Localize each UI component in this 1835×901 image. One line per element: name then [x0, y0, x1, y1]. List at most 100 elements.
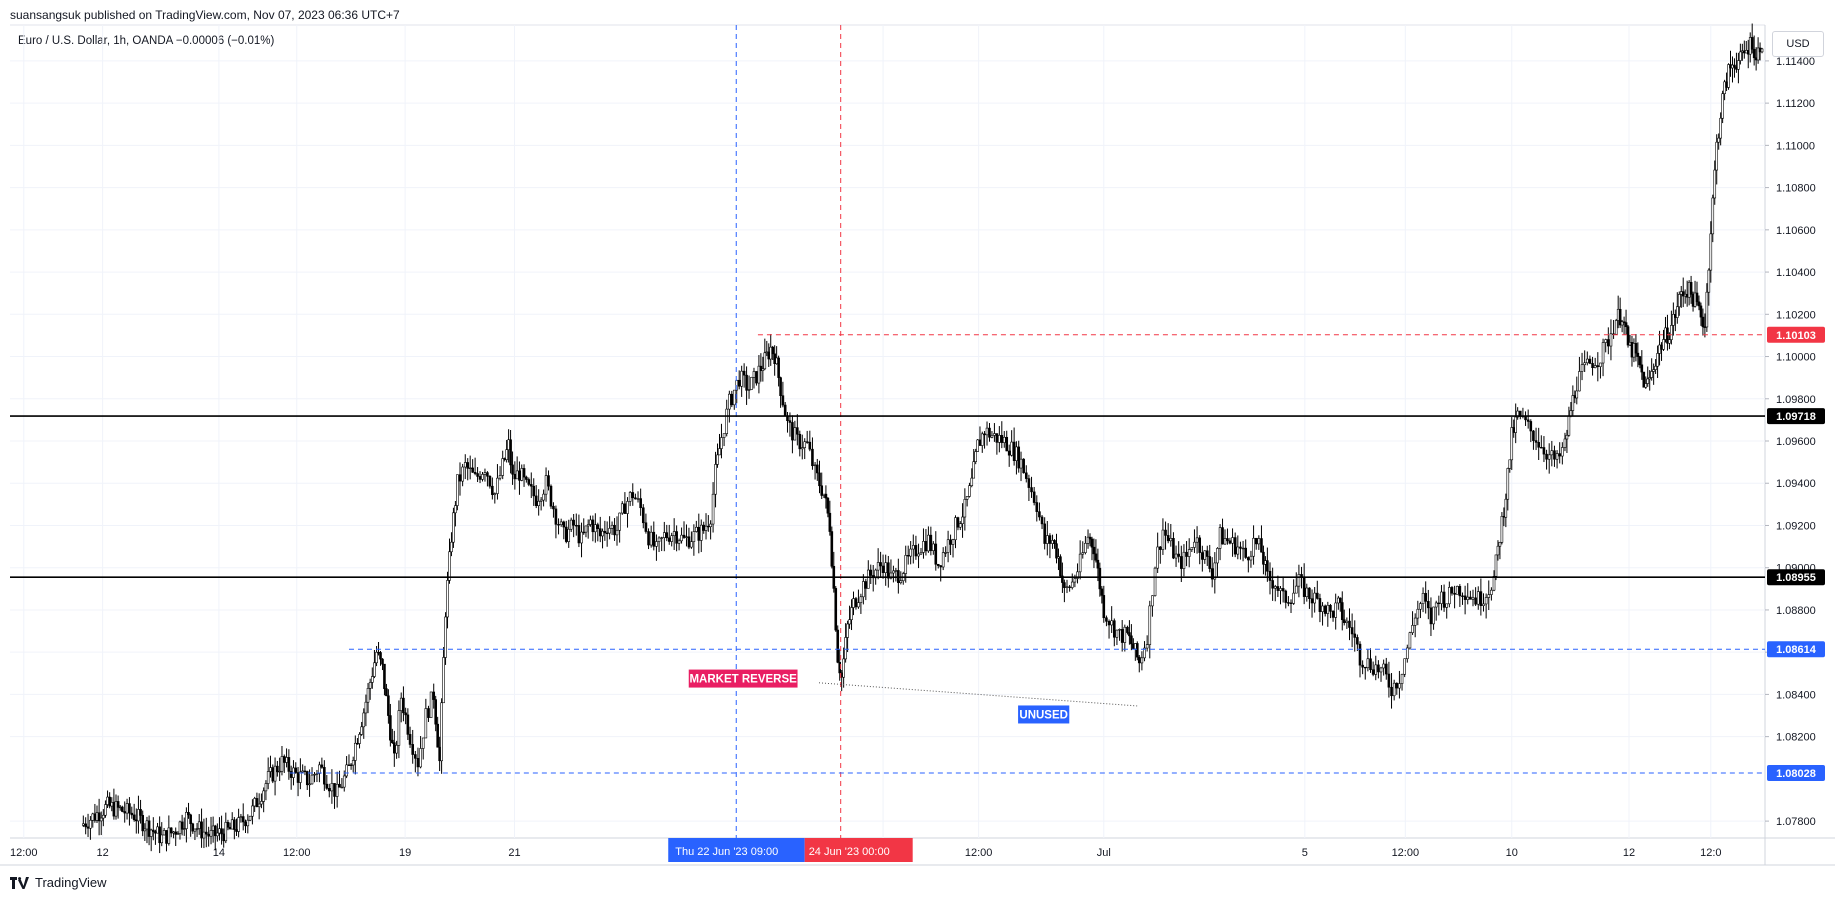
candle-bullish	[182, 828, 186, 830]
candle-bullish	[848, 619, 851, 625]
candle-bearish	[132, 814, 136, 821]
candle-bearish	[687, 536, 691, 548]
candle-bearish	[1198, 537, 1202, 553]
candle-bullish	[308, 783, 311, 786]
candle-bearish	[665, 532, 669, 539]
annotation-box-1[interactable]	[1018, 705, 1070, 724]
candle-bearish	[228, 826, 232, 830]
candle-bullish	[859, 596, 863, 603]
candle-bearish	[1094, 553, 1098, 561]
candle-bearish	[204, 831, 208, 835]
candle-bullish	[963, 499, 967, 518]
symbol-legend[interactable]: Euro / U.S. Dollar, 1h, OANDA −0.00006 (…	[18, 35, 275, 47]
candle-bullish	[399, 697, 403, 711]
candle-bullish	[1403, 658, 1406, 675]
candle-bullish	[1707, 269, 1711, 293]
candle-bullish	[1555, 453, 1559, 460]
candle-bullish	[442, 657, 445, 704]
price-label-box-1.10103	[1767, 326, 1825, 343]
candle-bullish	[655, 541, 658, 547]
candle-bearish	[532, 485, 536, 497]
candle-bullish	[1739, 51, 1742, 61]
candle-bearish	[737, 379, 741, 387]
price-tick-label: 1.10000	[1776, 352, 1816, 364]
candle-bullish	[358, 734, 361, 744]
candle-bullish	[1065, 586, 1069, 588]
candle-bullish	[720, 437, 723, 449]
candle-bullish	[892, 570, 895, 574]
candle-bearish	[180, 821, 184, 830]
candle-bullish	[709, 523, 712, 527]
candle-bullish	[102, 814, 105, 819]
candle-bullish	[172, 831, 175, 834]
candle-bearish	[289, 771, 293, 778]
candle-bullish	[567, 528, 571, 542]
annotation-box-0[interactable]	[688, 669, 798, 688]
candle-bullish	[904, 555, 908, 574]
candle-bearish	[1666, 327, 1669, 344]
candle-bearish	[207, 833, 210, 837]
candle-bullish	[345, 764, 348, 777]
candle-bearish	[675, 531, 678, 544]
candle-bullish	[260, 801, 263, 805]
candle-bearish	[488, 475, 492, 487]
candle-bullish	[663, 532, 666, 538]
candle-bullish	[601, 530, 604, 537]
candle-bullish	[1440, 591, 1443, 604]
candle-bearish	[1461, 595, 1464, 597]
candle-bearish	[1340, 602, 1344, 621]
candle-bullish	[586, 524, 590, 527]
tradingview-brand[interactable]: TradingView	[10, 875, 107, 890]
candle-bullish	[569, 519, 573, 530]
candle-bearish	[1022, 458, 1025, 474]
candle-bearish	[1100, 588, 1104, 596]
candle-bearish	[1463, 595, 1467, 600]
candle-bearish	[1012, 441, 1016, 461]
candle-bearish	[1247, 557, 1250, 561]
candle-bullish	[1405, 647, 1409, 660]
candle-bearish	[1092, 546, 1096, 555]
currency-selector[interactable]: USD	[1772, 31, 1824, 57]
candle-bearish	[788, 420, 792, 423]
candle-bullish	[149, 829, 153, 837]
candle-bullish	[1723, 81, 1726, 94]
candle-bearish	[333, 783, 336, 797]
candle-bearish	[1088, 536, 1092, 540]
candle-bearish	[777, 357, 780, 378]
candle-bullish	[450, 541, 453, 553]
candle-bullish	[461, 466, 464, 482]
candle-bullish	[1084, 543, 1087, 553]
candle-bearish	[1532, 430, 1535, 441]
candle-bearish	[1113, 620, 1116, 638]
candle-bullish	[793, 427, 797, 441]
candle-bullish	[1345, 620, 1349, 623]
candle-bullish	[680, 534, 683, 542]
candle-bullish	[1609, 333, 1613, 347]
candle-bullish	[145, 820, 149, 830]
candle-bearish	[387, 695, 390, 716]
candle-bearish	[174, 831, 178, 835]
candle-bearish	[349, 764, 353, 766]
candle-bullish	[342, 775, 346, 788]
candle-bearish	[327, 788, 331, 792]
candle-bearish	[697, 526, 701, 541]
candle-bearish	[1387, 673, 1391, 688]
candle-bullish	[160, 834, 164, 844]
candle-bearish	[391, 739, 394, 743]
candle-bullish	[1650, 371, 1653, 378]
candle-bullish	[1257, 538, 1261, 545]
candle-bearish	[881, 565, 885, 573]
candle-bullish	[1644, 383, 1648, 388]
candle-bullish	[692, 531, 696, 542]
candle-bullish	[998, 435, 1001, 443]
candle-bearish	[914, 545, 918, 557]
candle-bullish	[1504, 498, 1508, 518]
candle-bearish	[596, 524, 600, 529]
candle-bullish	[375, 651, 378, 664]
candle-bullish	[1652, 369, 1655, 372]
candle-bearish	[1377, 664, 1380, 673]
candle-bearish	[1096, 559, 1100, 569]
candle-bullish	[104, 804, 107, 816]
candle-bullish	[360, 726, 363, 735]
